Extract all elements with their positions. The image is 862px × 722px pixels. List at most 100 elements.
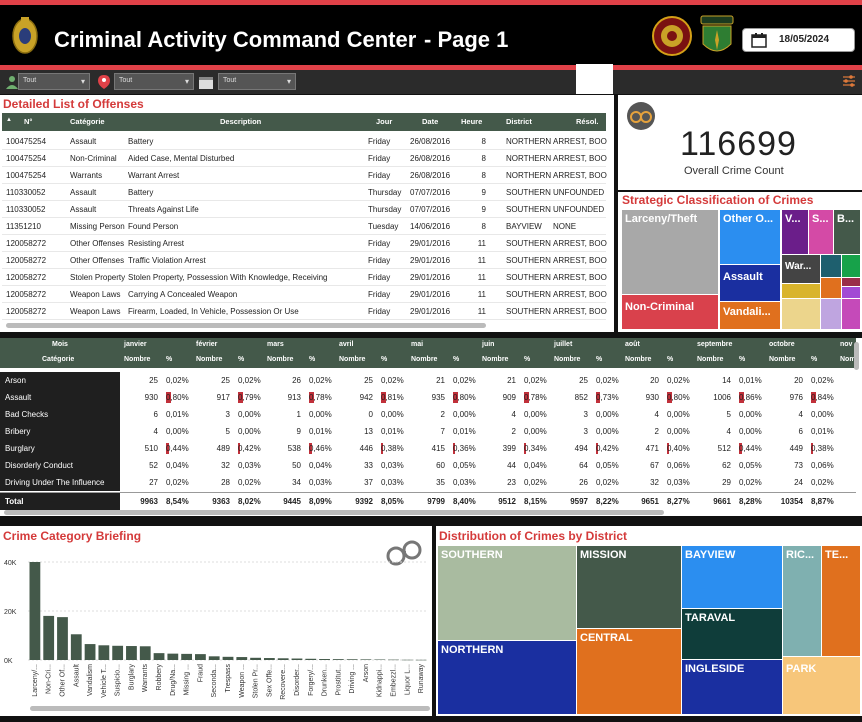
col-header[interactable]: Description: [220, 117, 262, 126]
treemap-tile-small[interactable]: [842, 299, 860, 329]
month-header[interactable]: janvier: [124, 341, 147, 348]
col-header[interactable]: Date: [422, 117, 439, 126]
matrix-row[interactable]: Burglary 510 0,44% 489 0,42% 538 0,46% 446 0,38%…: [0, 440, 856, 457]
filter-select-3[interactable]: Tout ▾: [218, 73, 296, 90]
table-row[interactable]: 110330052 Assault Threats Against Life Thur…: [2, 201, 606, 218]
table-row[interactable]: 120058272 Weapon Laws Carrying A Concealed…: [2, 286, 607, 303]
treemap-tile-small[interactable]: [842, 287, 860, 298]
treemap-tile-small[interactable]: [842, 255, 860, 277]
table-row[interactable]: 120058272 Other Offenses Traffic Violation…: [2, 252, 607, 269]
district-tile-richmond[interactable]: RIC...: [783, 546, 821, 656]
treemap-tile[interactable]: V...: [782, 210, 808, 254]
sort-arrow-icon[interactable]: ▲: [6, 117, 12, 123]
col-header[interactable]: District: [506, 117, 532, 126]
matrix-row[interactable]: Arson 25 0,02% 25 0,02% 26 0,02% 25 0,02% 21 0,02%…: [0, 372, 856, 389]
treemap-tile[interactable]: War...: [782, 255, 820, 283]
bar[interactable]: [236, 657, 248, 660]
matrix-row[interactable]: Driving Under The Influence 27 0,02% 28 0,02…: [0, 474, 856, 491]
date-display[interactable]: 18/05/2024: [742, 28, 855, 52]
table-row[interactable]: 120058272 Stolen Property Stolen Property,…: [2, 269, 607, 286]
month-header[interactable]: octobre: [769, 341, 795, 348]
bar[interactable]: [415, 659, 427, 661]
treemap-tile-small[interactable]: [821, 299, 841, 329]
offenses-scrollbar[interactable]: [6, 323, 486, 328]
month-header[interactable]: août: [625, 341, 640, 348]
table-row[interactable]: 11351210 Missing Person Found Person Tuesda…: [2, 218, 606, 235]
bar[interactable]: [84, 644, 96, 660]
bar[interactable]: [70, 634, 82, 660]
col-header[interactable]: Catégorie: [70, 117, 105, 126]
bar[interactable]: [208, 656, 220, 660]
month-header[interactable]: février: [196, 341, 218, 348]
bar[interactable]: [291, 658, 303, 660]
district-tile-bayview[interactable]: BAYVIEW: [682, 546, 782, 608]
bar[interactable]: [250, 657, 261, 660]
filter-select-1[interactable]: Tout ▾: [18, 73, 90, 90]
month-header[interactable]: mai: [411, 341, 424, 348]
treemap-tile[interactable]: Non-Criminal: [622, 295, 718, 329]
bar[interactable]: [181, 653, 193, 660]
bar[interactable]: [57, 617, 68, 660]
treemap-tile-small[interactable]: [842, 278, 860, 286]
matrix-row[interactable]: Bribery 4 0,00% 5 0,00% 9 0,01% 13 0,01% 7 0,01% 2 0…: [0, 423, 856, 440]
treemap-tile[interactable]: Assault: [720, 265, 780, 301]
bar[interactable]: [319, 659, 330, 660]
bar[interactable]: [167, 653, 179, 660]
table-row[interactable]: 100475254 Non-Criminal Aided Case, Mental …: [2, 150, 607, 167]
bar[interactable]: [401, 659, 413, 661]
bar[interactable]: [98, 645, 110, 660]
treemap-tile-small[interactable]: [782, 284, 820, 298]
treemap-tile[interactable]: B...: [834, 210, 860, 254]
bar[interactable]: [388, 659, 399, 661]
treemap-tile[interactable]: Larceny/Theft: [622, 210, 718, 294]
sliders-icon[interactable]: [842, 74, 856, 88]
district-tile-southern[interactable]: SOUTHERN: [438, 546, 576, 640]
month-header[interactable]: mars: [267, 341, 284, 348]
district-tile-central[interactable]: CENTRAL: [577, 629, 681, 714]
district-tile-northern[interactable]: NORTHERN: [438, 641, 576, 714]
bar[interactable]: [346, 659, 358, 660]
bar[interactable]: [153, 653, 165, 660]
briefing-scrollbar[interactable]: [30, 706, 430, 711]
matrix-total-row[interactable]: Total 9963 8,54% 9363 8,02% 9445 8,09% 9392 8,05…: [0, 492, 856, 510]
table-row[interactable]: 120058272 Other Offenses Resisting Arrest F…: [2, 235, 607, 252]
col-header[interactable]: Résol.: [576, 117, 599, 126]
matrix-row[interactable]: Bad Checks 6 0,01% 3 0,00% 1 0,00% 0 0,00% 2 0,00%…: [0, 406, 856, 423]
bar[interactable]: [360, 659, 372, 660]
month-header[interactable]: nov: [840, 341, 853, 348]
treemap-tile-small[interactable]: [821, 255, 841, 277]
bar[interactable]: [374, 659, 386, 661]
district-tile-mission[interactable]: MISSION: [577, 546, 681, 628]
bar[interactable]: [305, 658, 317, 660]
month-header[interactable]: juin: [482, 341, 495, 348]
matrix-row[interactable]: Disorderly Conduct 52 0,04% 32 0,03% 50 0,04% 3…: [0, 457, 856, 474]
treemap-tile-small[interactable]: [782, 299, 820, 329]
table-row[interactable]: 120058272 Weapon Laws Firearm, Loaded, In …: [2, 303, 607, 320]
district-tile-ingleside[interactable]: INGLESIDE: [682, 660, 782, 714]
col-header[interactable]: Heure: [461, 117, 483, 126]
matrix-row[interactable]: Assault 930 0,80% 917 0,79% 913 0,78% 942 0,81% 9…: [0, 389, 856, 406]
bar[interactable]: [277, 658, 289, 660]
filter-select-2[interactable]: Tout ▾: [114, 73, 194, 90]
col-header[interactable]: N°: [24, 117, 33, 126]
bar[interactable]: [139, 646, 151, 660]
bar[interactable]: [195, 654, 206, 660]
month-header[interactable]: juillet: [554, 341, 573, 348]
bar[interactable]: [43, 615, 55, 660]
bar[interactable]: [332, 659, 344, 660]
matrix-horizontal-scrollbar[interactable]: [4, 510, 664, 515]
table-row[interactable]: 100475254 Assault Battery Friday 26/08/2016 8…: [2, 133, 607, 150]
bar[interactable]: [263, 658, 275, 660]
month-header[interactable]: septembre: [697, 341, 733, 348]
bar[interactable]: [29, 562, 41, 660]
district-tile-park[interactable]: PARK: [783, 657, 860, 714]
treemap-tile-small[interactable]: [821, 278, 841, 298]
treemap-tile[interactable]: Other O...: [720, 210, 780, 264]
bar[interactable]: [112, 645, 124, 660]
table-row[interactable]: 110330052 Assault Battery Thursday 07/07/201…: [2, 184, 606, 201]
treemap-tile[interactable]: S...: [809, 210, 833, 254]
table-row[interactable]: 100475254 Warrants Warrant Arrest Friday 26/…: [2, 167, 607, 184]
district-tile-tenderloin[interactable]: TE...: [822, 546, 860, 656]
matrix-vertical-scrollbar[interactable]: [854, 342, 859, 370]
treemap-tile[interactable]: Vandali...: [720, 302, 780, 329]
